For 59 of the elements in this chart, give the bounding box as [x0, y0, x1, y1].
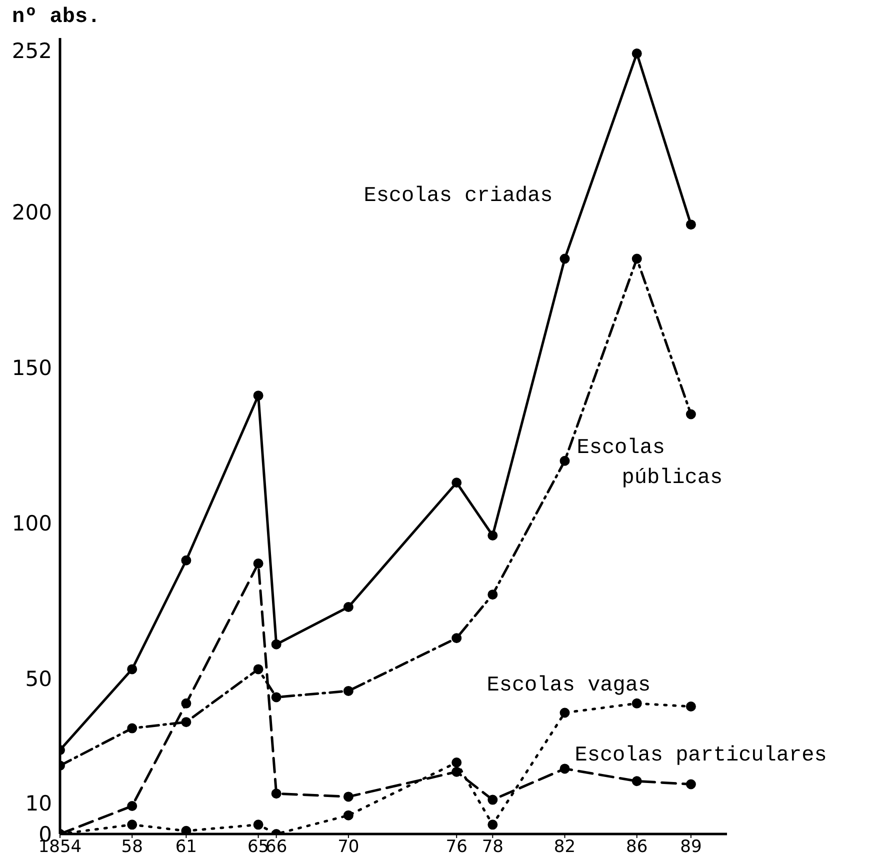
point — [181, 555, 192, 566]
point — [560, 764, 570, 774]
point — [452, 478, 462, 488]
point — [127, 820, 138, 830]
point — [632, 776, 642, 786]
point — [253, 664, 264, 674]
point — [488, 590, 498, 600]
y-tick-label: 50 — [25, 666, 52, 691]
series-label: Escolas vagas — [486, 674, 651, 698]
point — [271, 788, 282, 799]
point — [253, 390, 264, 401]
point — [452, 757, 462, 768]
point — [127, 723, 138, 734]
point — [488, 794, 498, 805]
point — [127, 801, 138, 812]
y-axis-title: nº abs. — [12, 6, 100, 29]
y-tick-label: 200 — [12, 200, 52, 225]
series-label: Escolas criadas — [364, 184, 553, 208]
point — [253, 558, 264, 568]
point — [560, 254, 570, 264]
point — [686, 409, 696, 420]
point — [632, 48, 642, 59]
y-tick-label: 252 — [12, 38, 52, 63]
point — [253, 820, 264, 830]
series-label: Escolas públicas — [576, 436, 723, 490]
point — [488, 820, 498, 830]
point — [560, 456, 570, 466]
point — [343, 810, 354, 820]
x-tick-label: 82 — [554, 837, 576, 858]
x-tick-label: 70 — [338, 837, 360, 858]
y-tick-label: 10 — [25, 791, 52, 816]
point — [181, 717, 192, 728]
point — [343, 686, 354, 696]
x-tick-label: 76 — [446, 837, 468, 858]
x-tick-label: 86 — [626, 837, 648, 858]
point — [181, 698, 192, 708]
x-tick-label: 61 — [175, 837, 198, 858]
point — [488, 530, 498, 540]
point — [686, 702, 696, 712]
point — [452, 766, 462, 777]
x-tick-label: 58 — [121, 837, 143, 858]
x-tick-label: 78 — [482, 837, 504, 858]
x-tick-label: 66 — [266, 837, 288, 858]
point — [632, 254, 642, 264]
point — [686, 779, 696, 790]
series-label: Escolas particulares — [574, 744, 827, 768]
x-tick-label: 89 — [680, 837, 702, 858]
point — [632, 698, 642, 708]
point — [452, 633, 462, 644]
point — [560, 708, 570, 718]
point — [343, 792, 354, 802]
y-tick-label: 100 — [12, 512, 52, 536]
point — [181, 826, 192, 834]
point — [343, 602, 354, 612]
point — [271, 639, 282, 650]
point — [271, 692, 282, 702]
point — [686, 220, 696, 230]
y-tick-label: 150 — [12, 356, 52, 380]
point — [127, 664, 138, 674]
